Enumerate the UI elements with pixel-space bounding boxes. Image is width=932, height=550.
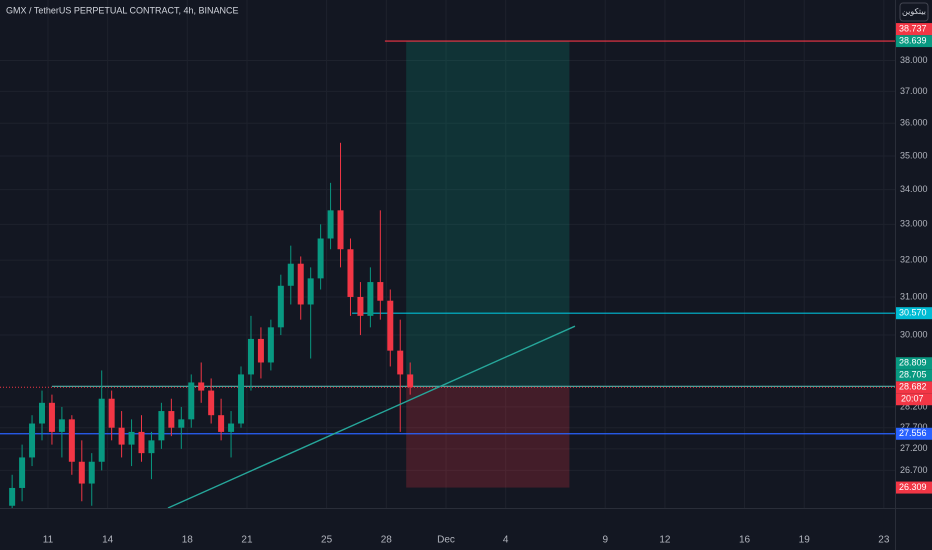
- candle-body: [178, 419, 185, 428]
- y-tick-label: 36.000: [900, 118, 928, 128]
- candle-body: [317, 238, 324, 279]
- candle-body: [88, 461, 95, 484]
- candle-body: [148, 440, 155, 454]
- candle-body: [78, 461, 85, 484]
- button-label[interactable]: بیتکوین: [902, 7, 926, 16]
- countdown-label: 20:07: [901, 394, 924, 404]
- plot: [0, 40, 895, 509]
- price-label: 28.809: [899, 358, 927, 368]
- price-label: 28.705: [899, 370, 927, 380]
- y-tick-label: 31.000: [900, 291, 928, 301]
- price-label-box: [896, 357, 932, 370]
- price-label: 38.639: [899, 35, 927, 45]
- candle-body: [19, 457, 26, 488]
- candle-body: [377, 282, 384, 301]
- x-tick-label: 11: [43, 535, 54, 546]
- candle-body: [128, 431, 135, 445]
- candle-body: [287, 263, 294, 286]
- x-tick-label: 12: [659, 535, 671, 546]
- y-tick-label: 26.700: [900, 465, 928, 475]
- x-tick-label: 16: [739, 535, 751, 546]
- candle-body: [48, 402, 55, 432]
- y-tick-label: 33.000: [900, 219, 928, 229]
- candle-body: [188, 382, 195, 420]
- candle-body: [228, 423, 235, 432]
- candle-body: [158, 411, 165, 441]
- candle-body: [238, 374, 245, 424]
- price-label-box: [896, 481, 932, 494]
- candle-body: [58, 419, 65, 432]
- y-tick-label: 27.200: [900, 443, 928, 453]
- button[interactable]: [899, 2, 929, 22]
- price-label-box: [896, 23, 932, 36]
- chart-title: GMX / TetherUS PERPETUAL CONTRACT, 4h, B…: [6, 5, 239, 15]
- price-label: 38.737: [899, 23, 927, 33]
- candle-body: [9, 487, 16, 506]
- candle-body: [397, 350, 404, 375]
- candle-body: [247, 338, 254, 375]
- candle-body: [218, 415, 225, 432]
- y-tick-label: 35.000: [900, 150, 928, 160]
- candle-body: [407, 374, 414, 388]
- candle-body: [208, 390, 215, 416]
- candle-body: [68, 419, 75, 462]
- y-tick-label: 28.200: [900, 401, 928, 411]
- price-labels: 38.000 37.000 36.000 35.000 34.000 33.000 32.0…: [43, 23, 932, 546]
- candle-body: [108, 398, 115, 428]
- candle-body: [198, 382, 205, 391]
- price-label: 27.556: [899, 428, 927, 438]
- candle-body: [29, 423, 36, 458]
- candle-body: [267, 327, 274, 363]
- price-label-box: [896, 369, 932, 382]
- price-label-box: [896, 307, 932, 320]
- candle-body: [327, 210, 334, 239]
- candle-body: [38, 402, 45, 424]
- y-tick-label: 27.700: [900, 422, 928, 432]
- price-label-box: [896, 35, 932, 48]
- y-tick-label: 30.000: [900, 329, 928, 339]
- x-tick-label: 25: [321, 535, 333, 546]
- x-tick-label: Dec: [437, 535, 455, 546]
- price-label: 28.682: [899, 382, 927, 392]
- candle-body: [367, 282, 374, 316]
- candle-body: [118, 427, 125, 445]
- candle-body: [297, 263, 304, 305]
- y-tick-label: 38.000: [900, 55, 928, 65]
- price-label: 30.570: [899, 308, 927, 318]
- trendline: [167, 325, 576, 509]
- price-label: 26.309: [899, 482, 927, 492]
- y-tick-label: 32.000: [900, 254, 928, 264]
- candle-body: [347, 249, 354, 297]
- candle-body: [257, 338, 264, 363]
- candle-body: [337, 210, 344, 250]
- x-tick-label: 19: [799, 535, 811, 546]
- x-tick-label: 28: [381, 535, 393, 546]
- loss-zone: [406, 386, 570, 488]
- profit-zone: [406, 41, 570, 387]
- candle-body: [168, 411, 175, 428]
- candle-body: [307, 278, 314, 305]
- candle-body: [387, 300, 394, 351]
- grid: [0, 0, 895, 508]
- candle-body: [277, 285, 284, 328]
- x-tick-label: 9: [602, 535, 608, 546]
- y-tick-label: 34.000: [900, 184, 928, 194]
- countdown-box: [896, 393, 932, 406]
- candle-body: [357, 296, 364, 316]
- candle-body: [98, 398, 105, 462]
- x-tick-label: 14: [102, 535, 114, 546]
- y-tick-label: 37.000: [900, 86, 928, 96]
- x-tick-label: 21: [241, 535, 253, 546]
- x-tick-label: 23: [878, 535, 890, 546]
- x-tick-label: 18: [182, 535, 194, 546]
- x-tick-label: 4: [503, 535, 509, 546]
- price-label-box: [896, 381, 932, 394]
- price-label-box: [896, 427, 932, 440]
- candle-body: [138, 431, 145, 454]
